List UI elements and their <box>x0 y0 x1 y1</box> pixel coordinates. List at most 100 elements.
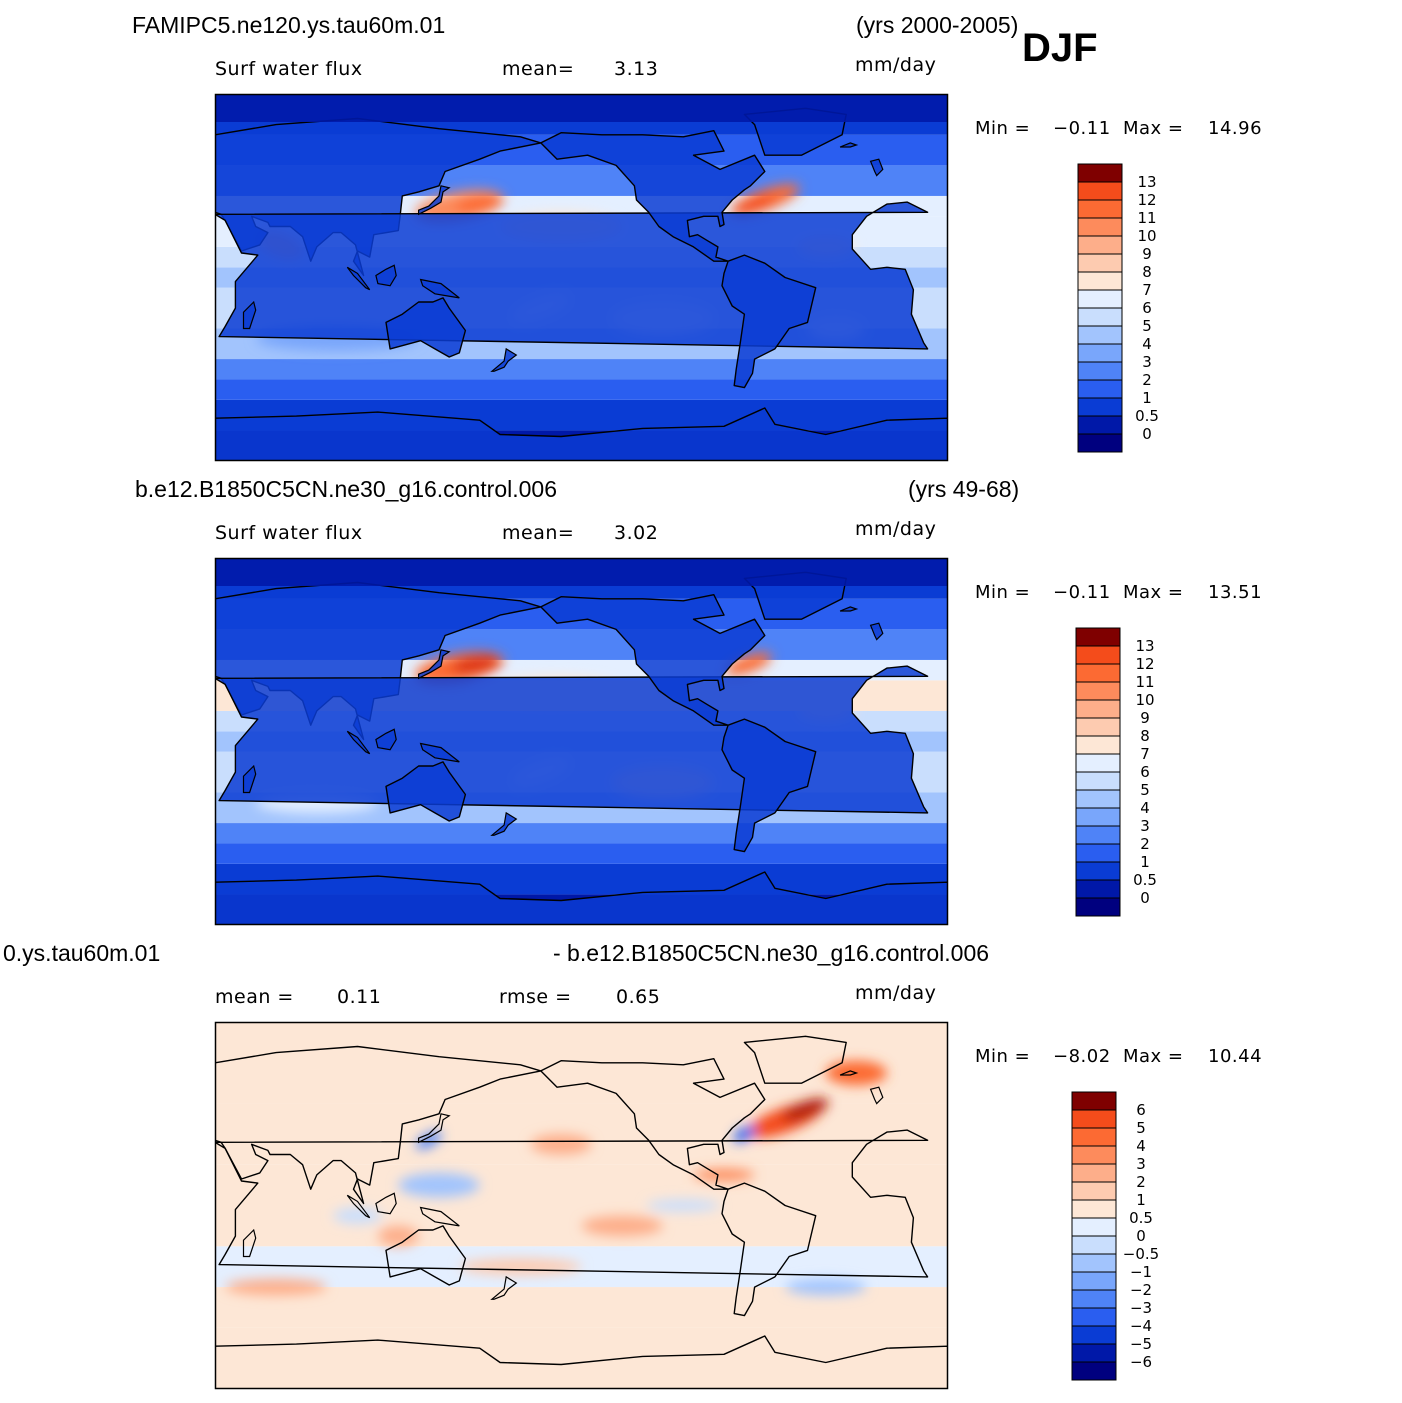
panel2-map-coastline-japan <box>418 649 451 680</box>
panel1-colorbar-box <box>1077 415 1123 435</box>
panel3-colorbar-box <box>1071 1289 1117 1309</box>
panel2-units: mm/day <box>855 518 937 540</box>
panel1-map-coastline-namerica <box>540 130 766 262</box>
panel3-colorbar-tick-label: 2 <box>1136 1173 1146 1191</box>
panel1-colorbar-tick-label: 11 <box>1137 209 1156 227</box>
panel2-map-coastline-antarctica <box>215 871 948 925</box>
panel3-map-field-band <box>215 1022 948 1104</box>
panel2-colorbar-tick-label: 5 <box>1140 781 1150 799</box>
panel1-map-frame <box>214 93 949 462</box>
panel1-map-coastline-antarctica <box>215 407 948 461</box>
panel1-colorbar-box <box>1077 253 1123 273</box>
panel3-case-right: - b.e12.B1850C5CN.ne30_g16.control.006 <box>553 940 990 966</box>
panel3-min-value: −8.02 <box>1053 1046 1111 1067</box>
panel2-map-coastline-australia <box>385 761 467 822</box>
panel3-colorbar-box <box>1071 1199 1117 1219</box>
panel3-colorbar-tick-label: −0.5 <box>1123 1245 1159 1263</box>
panel3-colorbar-box <box>1071 1235 1117 1255</box>
panel3-map-field-feature <box>581 1215 663 1237</box>
panel1-map-coastline-australia <box>385 297 467 358</box>
panel1-years: (yrs 2000-2005) <box>856 12 1019 38</box>
panel3-colorbar-tick-label: 3 <box>1136 1155 1146 1173</box>
panel2-min-value: −0.11 <box>1053 582 1111 603</box>
panel2-map-coastline-iceland <box>839 606 859 612</box>
panel2-colorbar-box <box>1075 825 1121 845</box>
panel1-max-value: 14.96 <box>1208 118 1263 139</box>
panel1-min-label: Min = <box>975 118 1031 139</box>
panel2-colorbar-tick-label: 10 <box>1135 691 1154 709</box>
panel3-map-coastline-iceland <box>839 1070 859 1076</box>
panel3-map-coastline-uk <box>869 1086 884 1105</box>
panel3-colorbar-tick-label: −3 <box>1130 1299 1152 1317</box>
panel2-colorbar-box <box>1075 699 1121 719</box>
panel1-map-coastline-borneo <box>375 264 397 287</box>
panel3-colorbar-box <box>1071 1361 1117 1381</box>
panel3-map-coastline-eurasia <box>215 1045 542 1205</box>
panel3-map-field-feature <box>733 1126 756 1143</box>
panel2-colorbar-box <box>1075 843 1121 863</box>
panel3-map-field-feature <box>459 1258 582 1275</box>
panel2-colorbar-box <box>1075 735 1121 755</box>
panel1-colorbar-tick-label: 12 <box>1137 191 1156 209</box>
panel2-colorbar-tick-label: 6 <box>1140 763 1150 781</box>
panel3-colorbar-box <box>1071 1163 1117 1183</box>
panel3-map-coastline-sumatra <box>346 1194 371 1219</box>
panel2-map-coastline-newguinea <box>419 742 460 763</box>
panel3-min-label: Min = <box>975 1046 1031 1067</box>
panel1-colorbar-box <box>1077 361 1123 381</box>
panel2-map-coastline-uk <box>869 622 884 641</box>
panel2-map-frame <box>214 557 949 926</box>
panel3-colorbar-tick-label: −6 <box>1130 1353 1152 1371</box>
panel1-colorbar-box <box>1077 433 1123 453</box>
panel3-map-coastline-madagascar <box>242 1228 257 1258</box>
panel3-map-coastline-africa <box>215 1129 929 1278</box>
panel3-mean-label: mean = <box>215 986 294 1008</box>
panel1-map-coastline-iceland <box>839 142 859 148</box>
panel3-colorbar-box <box>1071 1343 1117 1363</box>
panel2-map-field-feature <box>725 652 772 676</box>
panel2-colorbar-tick-label: 4 <box>1140 799 1150 817</box>
panel3-map-field-band <box>215 1327 948 1389</box>
panel3-rmse-value: 0.65 <box>616 986 661 1008</box>
panel1-colorbar-box <box>1077 307 1123 327</box>
panel2-colorbar-box <box>1075 645 1121 665</box>
panel2-max-label: Max = <box>1123 582 1184 603</box>
panel2-colorbar-box <box>1075 753 1121 773</box>
panel3-max-label: Max = <box>1123 1046 1184 1067</box>
panel1-variable: Surf water flux <box>215 58 363 80</box>
panel1-case-name: FAMIPC5.ne120.ys.tau60m.01 <box>132 12 446 38</box>
panel3-colorbar-tick-label: 0.5 <box>1129 1209 1153 1227</box>
panel1-map-coastline-newguinea <box>419 278 460 299</box>
panel1-map-arctic-field <box>215 94 948 122</box>
panel3-colorbar-box <box>1071 1145 1117 1165</box>
panel1-colorbar-box <box>1077 235 1123 255</box>
panel3-map-field-feature <box>333 1207 382 1224</box>
panel1-colorbar-tick-label: 0 <box>1142 425 1152 443</box>
panel1-mean-value: 3.13 <box>614 58 659 80</box>
panel1-colorbar-tick-label: 5 <box>1142 317 1152 335</box>
panel1-colorbar-tick-label: 6 <box>1142 299 1152 317</box>
panel3-map-field-feature <box>225 1278 327 1296</box>
panel1-colorbar-tick-label: 0.5 <box>1135 407 1159 425</box>
panel1-colorbar-box <box>1077 397 1123 417</box>
panel3-colorbar-box <box>1071 1091 1117 1111</box>
panel3-map-field-feature <box>782 1098 829 1122</box>
panel1-colorbar-box <box>1077 199 1123 219</box>
panel3-colorbar-box <box>1071 1271 1117 1291</box>
panel1-colorbar-tick-label: 3 <box>1142 353 1152 371</box>
panel1-map-coastline-samerica <box>721 254 817 389</box>
panel2-colorbar-box <box>1075 861 1121 881</box>
panel2-colorbar-tick-label: 12 <box>1135 655 1154 673</box>
panel1-map-coastline-sumatra <box>346 266 371 291</box>
panel2-colorbar-box <box>1075 717 1121 737</box>
panel2-mean-label: mean= <box>502 522 575 544</box>
panel2-min-label: Min = <box>975 582 1031 603</box>
panel3-map-field-feature <box>785 1278 867 1296</box>
panel1-min-value: −0.11 <box>1053 118 1111 139</box>
panel2-case-name: b.e12.B1850C5CN.ne30_g16.control.006 <box>135 476 557 502</box>
panel1-colorbar-tick-label: 4 <box>1142 335 1152 353</box>
panel2-colorbar-tick-label: 11 <box>1135 673 1154 691</box>
panel3-colorbar-tick-label: 4 <box>1136 1137 1146 1155</box>
panel3-map-coastline-japan <box>418 1113 451 1144</box>
